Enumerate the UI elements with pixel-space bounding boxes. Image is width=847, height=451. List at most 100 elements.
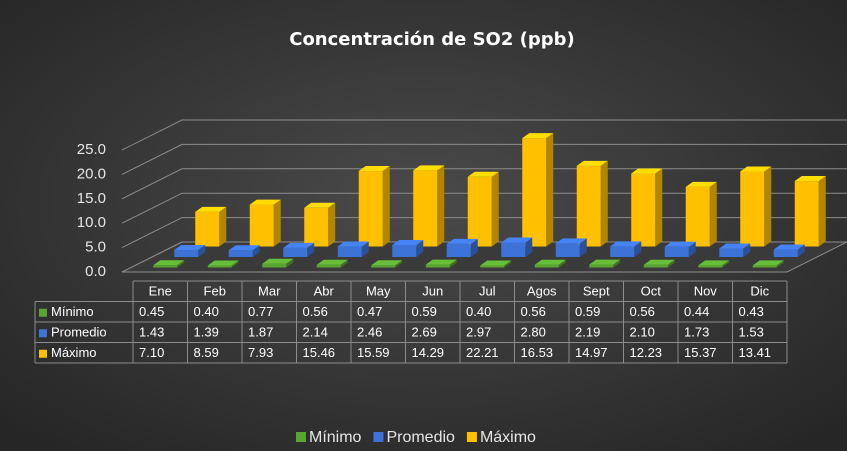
bar	[228, 245, 260, 257]
data-label: 2.80	[521, 325, 546, 340]
bar-front	[773, 249, 798, 257]
bar-front	[207, 265, 232, 268]
y-tick-label: 5.0	[85, 239, 106, 256]
legend-key	[466, 432, 477, 442]
bar-top	[501, 237, 533, 243]
legend-key	[373, 432, 384, 442]
bar-side	[286, 258, 294, 268]
bar-side	[764, 166, 772, 247]
bar	[740, 166, 772, 247]
bar	[555, 238, 587, 257]
bar-side	[252, 245, 260, 257]
bar-side	[667, 259, 675, 268]
bar-front	[337, 246, 362, 257]
bar-top	[262, 258, 294, 264]
data-label: 0.56	[303, 304, 328, 319]
bar-front	[685, 186, 710, 247]
grid-line	[121, 143, 847, 175]
bar	[467, 171, 499, 247]
bar	[283, 242, 315, 257]
bar-top	[467, 171, 499, 177]
bar-top	[174, 245, 206, 251]
bar-side	[504, 260, 512, 268]
data-label: 0.59	[575, 304, 600, 319]
bar-top	[358, 166, 390, 172]
x-tick-label: May	[366, 284, 391, 299]
bar-side	[600, 160, 608, 247]
bar-top	[794, 176, 826, 182]
bar	[719, 243, 751, 257]
bar-top	[304, 202, 336, 208]
bar-top	[719, 243, 751, 249]
data-label: 0.40	[466, 304, 491, 319]
data-label: 15.59	[357, 345, 390, 360]
bar-side	[579, 238, 587, 257]
data-label: 0.59	[412, 304, 437, 319]
legend-label: Mínimo	[309, 429, 362, 446]
bar-front	[719, 248, 744, 257]
bar-top	[207, 260, 239, 266]
bar-top	[480, 260, 512, 266]
bar	[316, 259, 348, 268]
bar-side	[273, 199, 281, 247]
bar-front	[174, 250, 199, 257]
bar-side	[328, 202, 336, 247]
data-label: 0.77	[248, 304, 273, 319]
row-label: Mínimo	[51, 304, 94, 319]
bar-front	[358, 171, 383, 247]
bar-front	[316, 264, 341, 268]
bar-front	[610, 246, 635, 257]
data-label: 0.43	[739, 304, 764, 319]
bar-front	[501, 242, 526, 257]
bar-side	[797, 244, 805, 257]
bar-side	[219, 206, 227, 247]
bar-top	[610, 241, 642, 247]
bar-front	[413, 170, 438, 247]
bar-side	[634, 241, 642, 257]
legend-key	[39, 308, 47, 317]
bar-top	[773, 244, 805, 250]
row-label: Promedio	[51, 325, 107, 340]
bar-side	[231, 260, 239, 268]
bar-front	[643, 264, 668, 268]
bar-top	[337, 241, 369, 247]
bar-side	[776, 260, 784, 268]
bar	[685, 181, 717, 247]
bar-top	[740, 166, 772, 172]
bar-side	[449, 259, 457, 268]
bar-front	[555, 243, 580, 257]
bar-top	[392, 239, 424, 245]
bar	[664, 241, 696, 257]
bar-side	[340, 259, 348, 268]
bar-front	[153, 265, 178, 268]
bar-side	[558, 259, 566, 268]
bar-top	[643, 259, 675, 265]
bar-front	[698, 265, 723, 268]
bar-top	[316, 259, 348, 265]
bar-side	[688, 241, 696, 257]
bar	[522, 133, 554, 247]
bar	[446, 238, 478, 257]
bar	[534, 259, 566, 268]
bar	[371, 260, 403, 268]
grid-line	[121, 168, 847, 200]
bar	[153, 260, 185, 268]
bar	[207, 260, 239, 268]
data-label: 0.56	[521, 304, 546, 319]
bar-side	[361, 241, 369, 257]
bar-side	[709, 181, 717, 247]
bar-top	[446, 238, 478, 244]
x-tick-label: Sept	[583, 284, 610, 299]
data-label: 7.10	[139, 345, 164, 360]
bar-top	[589, 259, 621, 265]
bar-front	[664, 246, 689, 257]
x-tick-label: Oct	[641, 284, 662, 299]
data-label: 14.97	[575, 345, 608, 360]
bar-side	[416, 239, 424, 257]
bar-top	[283, 242, 315, 248]
bar-top	[576, 160, 608, 166]
bar-front	[446, 243, 471, 257]
bar	[480, 260, 512, 268]
bar-front	[576, 165, 601, 247]
